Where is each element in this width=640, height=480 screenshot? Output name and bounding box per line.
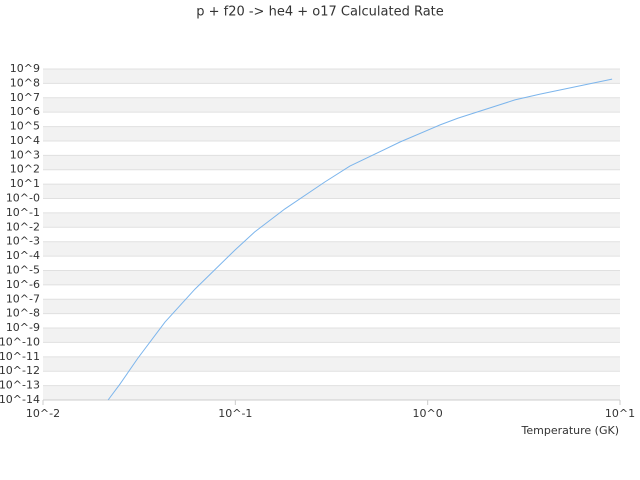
y-tick-label: 10^-0 — [6, 192, 40, 205]
y-tick-label: 10^-3 — [6, 235, 40, 248]
y-tick-label: 10^2 — [10, 163, 40, 176]
y-tick-label: 10^-7 — [6, 292, 40, 305]
y-tick-label: 10^-5 — [6, 263, 40, 276]
y-tick-label: 10^-11 — [0, 350, 40, 363]
grid-band — [43, 69, 620, 84]
grid-band — [43, 126, 620, 141]
grid-band — [43, 241, 620, 257]
y-tick-label: 10^5 — [10, 120, 40, 133]
y-tick-label: 10^-4 — [6, 249, 40, 262]
grid-band — [43, 328, 620, 343]
grid-band — [43, 270, 620, 285]
y-tick-label: 10^-12 — [0, 364, 40, 377]
y-tick-label: 10^9 — [10, 62, 40, 75]
y-tick-label: 10^-2 — [6, 220, 40, 233]
y-tick-label: 10^-9 — [6, 321, 40, 334]
y-tick-label: 10^4 — [10, 134, 40, 147]
grid-band — [43, 212, 620, 228]
y-tick-label: 10^-6 — [6, 278, 40, 291]
grid-band — [43, 155, 620, 170]
grid-band — [43, 385, 620, 400]
y-tick-label: 10^7 — [10, 91, 40, 104]
line-series — [107, 78, 613, 401]
y-tick-label: 10^8 — [10, 76, 40, 89]
x-axis-label: Temperature (GK) — [521, 424, 620, 437]
y-tick-label: 10^6 — [10, 105, 40, 118]
chart-title: p + f20 -> he4 + o17 Calculated Rate — [196, 5, 444, 20]
y-tick-label: 10^-8 — [6, 307, 40, 320]
x-tick-label: 10^1 — [605, 407, 635, 420]
grid-band — [43, 299, 620, 314]
grid-band — [43, 97, 620, 113]
x-tick-label: 10^-1 — [218, 407, 252, 420]
y-tick-label: 10^-10 — [0, 335, 40, 348]
y-tick-label: 10^-13 — [0, 379, 40, 392]
y-tick-label: 10^-1 — [6, 206, 40, 219]
y-tick-label: 10^3 — [10, 148, 40, 161]
grid-band — [43, 356, 620, 372]
y-tick-label: 10^-14 — [0, 393, 40, 406]
x-tick-label: 10^-2 — [26, 407, 60, 420]
x-tick-label: 10^0 — [413, 407, 443, 420]
grid-band — [43, 184, 620, 199]
y-tick-label: 10^1 — [10, 177, 40, 190]
